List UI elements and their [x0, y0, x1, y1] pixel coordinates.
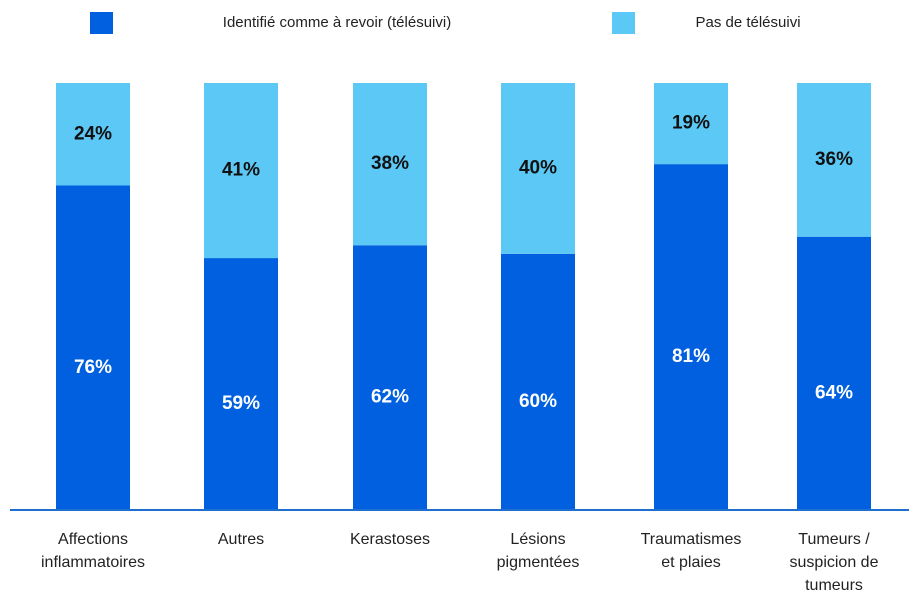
legend-label: Identifié comme à revoir (télésuivi)	[223, 14, 451, 31]
bar-segment	[797, 236, 871, 510]
data-label: 41%	[222, 160, 260, 181]
data-label: 40%	[519, 157, 557, 178]
x-tick-label: Lésions	[510, 531, 565, 548]
data-label: 76%	[74, 357, 112, 378]
data-label: 62%	[371, 387, 409, 408]
bar-segment	[501, 83, 575, 254]
bar-segment	[204, 83, 278, 259]
x-tick-label: pigmentées	[497, 554, 580, 571]
bar-segment	[204, 258, 278, 510]
legend-swatch	[90, 12, 113, 34]
x-tick-label: inflammatoires	[41, 554, 145, 571]
legend-label: Pas de télésuivi	[695, 14, 800, 31]
bar-segment	[501, 253, 575, 511]
x-tick-label: et plaies	[661, 554, 721, 571]
x-tick-label: tumeurs	[805, 577, 863, 594]
data-label: 81%	[672, 346, 710, 367]
x-tick-label: Tumeurs /	[798, 531, 870, 548]
x-tick-label: Autres	[218, 531, 264, 548]
bar-segment	[353, 245, 427, 510]
bar-segment	[654, 83, 728, 165]
data-label: 36%	[815, 149, 853, 170]
data-label: 24%	[74, 123, 112, 144]
x-tick-label: suspicion de	[790, 554, 879, 571]
bar-segment	[56, 83, 130, 186]
data-label: 19%	[672, 113, 710, 134]
x-tick-label: Affections	[58, 531, 128, 548]
bar-segment	[56, 185, 130, 511]
x-tick-label: Traumatismes	[641, 531, 742, 548]
x-tick-label: Kerastoses	[350, 531, 430, 548]
data-label: 64%	[815, 382, 853, 403]
data-label: 60%	[519, 391, 557, 412]
bar-segment	[654, 164, 728, 510]
legend-swatch	[612, 12, 635, 34]
bar-segment	[797, 83, 871, 237]
data-label: 59%	[222, 393, 260, 414]
bar-segment	[353, 83, 427, 246]
data-label: 38%	[371, 153, 409, 174]
